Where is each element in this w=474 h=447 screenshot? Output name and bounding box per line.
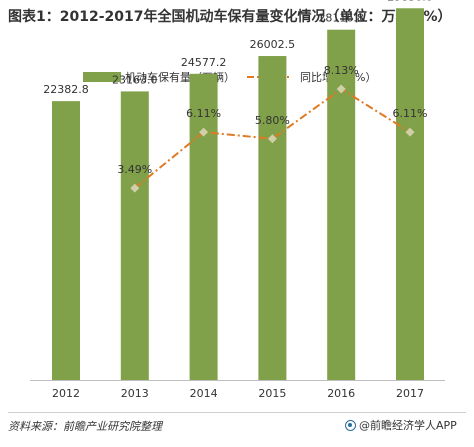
x-tick-label-2015: 2015 (258, 387, 286, 400)
growth-label-2015: 5.80% (255, 114, 290, 127)
growth-marker-2014 (199, 127, 209, 137)
bar-2016 (327, 29, 356, 381)
x-tick-label-2017: 2017 (396, 387, 424, 400)
chart-title: 图表1：2012-2017年全国机动车保有量变化情况（单位：万辆，%） (8, 9, 452, 25)
brand-text: @前瞻经济学人APP (359, 419, 457, 432)
x-tick-label-2014: 2014 (190, 387, 218, 400)
bar-value-label-2013: 23163.0 (112, 73, 158, 86)
growth-marker-2016 (336, 84, 346, 94)
brand-footer: @前瞻经济学人APP (345, 417, 457, 433)
bar-value-label-2017: 29836.0 (387, 0, 433, 3)
x-tick-label-2016: 2016 (327, 387, 355, 400)
growth-marker-2017 (405, 127, 415, 137)
legend-bar-swatch (83, 72, 121, 82)
growth-label-2016: 8.13% (324, 64, 359, 77)
bar-2015 (258, 56, 287, 381)
bar-value-label-2014: 24577.2 (181, 56, 227, 69)
growth-label-2013: 3.49% (117, 163, 152, 176)
bar-2013 (120, 91, 149, 380)
growth-marker-2013 (130, 183, 140, 193)
bar-2012 (52, 101, 80, 380)
bar-2014 (189, 73, 218, 380)
brand-logo-icon (345, 420, 356, 431)
source-note: 资料来源：前瞻产业研究院整理 (8, 420, 162, 433)
footer-divider (8, 412, 466, 413)
bar-value-label-2016: 28116.8 (318, 12, 364, 25)
bar-value-label-2015: 26002.5 (250, 38, 296, 51)
x-tick-label-2013: 2013 (121, 387, 149, 400)
bar-2017 (396, 8, 424, 380)
growth-label-2017: 6.11% (393, 107, 428, 120)
growth-marker-2015 (267, 134, 277, 144)
bar-value-label-2012: 22382.8 (43, 83, 89, 96)
x-tick-label-2012: 2012 (52, 387, 80, 400)
growth-label-2014: 6.11% (186, 107, 221, 120)
growth-line (134, 87, 411, 189)
